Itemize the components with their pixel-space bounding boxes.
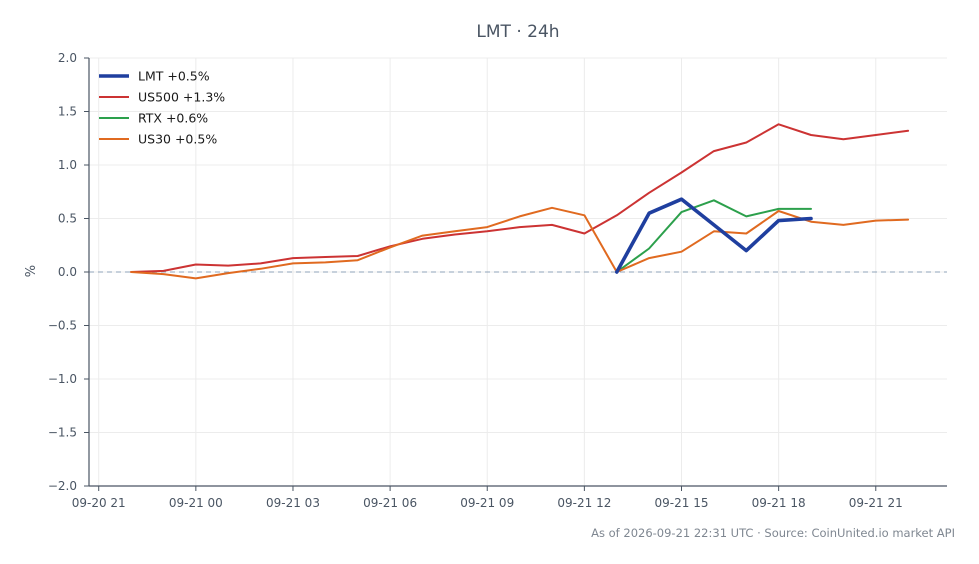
y-tick-label: −1.5 xyxy=(48,426,77,440)
x-tick-label: 09-21 15 xyxy=(655,496,709,510)
y-tick-label: 2.0 xyxy=(58,51,77,65)
x-tick-label: 09-21 00 xyxy=(169,496,223,510)
x-tick-label: 09-21 21 xyxy=(849,496,903,510)
y-tick-label: −0.5 xyxy=(48,319,77,333)
x-tick-label: 09-21 18 xyxy=(752,496,806,510)
legend-label: RTX +0.6% xyxy=(138,111,208,126)
axes: 2.0 1.5 1.0 0.5 0.0 −0.5 −1.0 −1.5 −2.0 09-20 21 0… xyxy=(48,51,947,510)
series-line-us30 xyxy=(130,206,910,280)
chart-title: LMT · 24h xyxy=(476,22,559,42)
y-tick-label: 1.5 xyxy=(58,105,77,119)
y-axis-label: % xyxy=(24,265,39,277)
y-tick-label: 0.0 xyxy=(58,265,77,279)
series-lines xyxy=(130,123,910,280)
legend-label: LMT +0.5% xyxy=(138,69,210,84)
source-footer: As of 2026-09-21 22:31 UTC · Source: Coi… xyxy=(591,526,955,540)
series-line-lmt xyxy=(614,197,813,274)
legend-label: US500 +1.3% xyxy=(138,90,225,105)
y-tick-label: −1.0 xyxy=(48,372,77,386)
legend-label: US30 +0.5% xyxy=(138,132,217,147)
series-line-rtx xyxy=(615,199,812,273)
y-tick-label: 1.0 xyxy=(58,158,77,172)
x-tick-label: 09-20 21 xyxy=(72,496,126,510)
y-tick-label: −2.0 xyxy=(48,479,77,493)
x-tick-label: 09-21 09 xyxy=(460,496,514,510)
legend: LMT +0.5% US500 +1.3% RTX +0.6% US30 +0.5% xyxy=(99,69,225,147)
y-tick-label: 0.5 xyxy=(58,212,77,226)
x-tick-label: 09-21 06 xyxy=(363,496,417,510)
x-tick-label: 09-21 12 xyxy=(557,496,611,510)
x-tick-label: 09-21 03 xyxy=(266,496,320,510)
series-line-us500 xyxy=(130,123,910,273)
